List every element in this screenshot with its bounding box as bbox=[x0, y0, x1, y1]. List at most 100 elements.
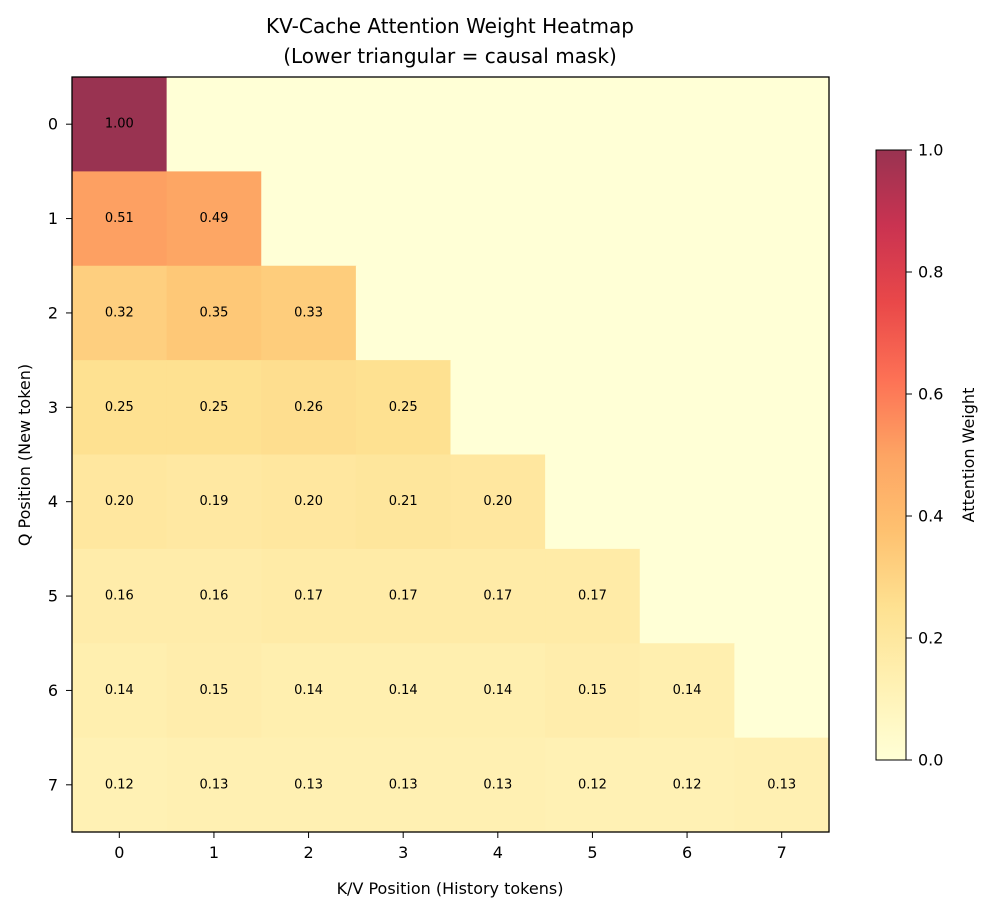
cell-value-label: 0.26 bbox=[294, 400, 323, 415]
heatmap-cell-r6-c2 bbox=[261, 643, 357, 739]
heatmap-cell-r0-c6 bbox=[639, 77, 735, 172]
y-tick-label: 0 bbox=[48, 115, 58, 134]
heatmap-cell-r3-c2 bbox=[261, 360, 357, 456]
heatmap-cell-r3-c7 bbox=[734, 360, 830, 456]
y-tick-label: 6 bbox=[48, 681, 58, 700]
x-tick-label: 7 bbox=[777, 843, 787, 862]
heatmap-cell-r5-c3 bbox=[355, 548, 452, 644]
cell-value-label: 0.15 bbox=[578, 683, 607, 698]
heatmap-cell-r2-c6 bbox=[639, 265, 735, 361]
cell-value-label: 0.12 bbox=[578, 777, 607, 792]
cell-value-label: 0.20 bbox=[294, 494, 323, 509]
chart-title: KV-Cache Attention Weight Heatmap bbox=[266, 14, 634, 38]
heatmap-cell-r5-c2 bbox=[261, 548, 357, 644]
heatmap-cell-r3-c4 bbox=[450, 360, 546, 456]
plot-frame bbox=[71, 76, 830, 833]
cell-value-label: 0.33 bbox=[294, 305, 323, 320]
cell-value-label: 0.13 bbox=[767, 777, 796, 792]
colorbar-tick-label: 0.6 bbox=[918, 385, 943, 404]
heatmap-cell-r7-c7 bbox=[734, 737, 830, 833]
cell-value-label: 0.16 bbox=[199, 589, 228, 604]
x-axis-label: K/V Position (History tokens) bbox=[337, 879, 564, 898]
heatmap-cell-r2-c4 bbox=[450, 265, 546, 361]
heatmap-cell-r4-c3 bbox=[355, 454, 452, 550]
heatmap-cell-r6-c3 bbox=[355, 643, 452, 739]
heatmap-cell-r1-c7 bbox=[734, 171, 830, 267]
heatmap-cell-r0-c3 bbox=[355, 77, 452, 172]
cell-value-label: 0.20 bbox=[105, 494, 134, 509]
cell-value-label: 0.13 bbox=[483, 777, 512, 792]
heatmap-cell-r2-c7 bbox=[734, 265, 830, 361]
cell-value-label: 0.25 bbox=[389, 400, 418, 415]
x-tick-label: 2 bbox=[303, 843, 313, 862]
y-tick-label: 4 bbox=[48, 492, 58, 511]
cell-value-label: 0.12 bbox=[105, 777, 134, 792]
heatmap-cell-r6-c7 bbox=[734, 643, 830, 739]
x-tick-label: 1 bbox=[209, 843, 219, 862]
cell-value-label: 0.20 bbox=[483, 494, 512, 509]
heatmap-cell-r1-c4 bbox=[450, 171, 546, 267]
heatmap-cell-r0-c5 bbox=[545, 77, 641, 172]
heatmap-cell-r0-c1 bbox=[166, 77, 262, 172]
heatmap-cell-r5-c7 bbox=[734, 548, 830, 644]
x-tick-label: 3 bbox=[398, 843, 408, 862]
chart-subtitle: (Lower triangular = causal mask) bbox=[283, 44, 617, 68]
heatmap-cell-r7-c0 bbox=[72, 737, 168, 833]
heatmap-cell-r3-c5 bbox=[545, 360, 641, 456]
heatmap-cell-r1-c2 bbox=[261, 171, 357, 267]
colorbar-tick-label: 0.0 bbox=[918, 751, 943, 770]
colorbar-label: Attention Weight bbox=[959, 388, 978, 523]
cell-value-label: 0.19 bbox=[199, 494, 228, 509]
heatmap-cell-r6-c6 bbox=[639, 643, 735, 739]
cell-value-label: 0.14 bbox=[483, 683, 512, 698]
cell-value-label: 0.25 bbox=[105, 400, 134, 415]
heatmap-cell-r4-c5 bbox=[545, 454, 641, 550]
cell-value-label: 0.17 bbox=[294, 589, 323, 604]
heatmap-cell-r1-c6 bbox=[639, 171, 735, 267]
cell-value-label: 1.00 bbox=[105, 117, 134, 132]
heatmap-cell-r5-c1 bbox=[166, 548, 262, 644]
cell-value-label: 0.17 bbox=[483, 589, 512, 604]
heatmap-cell-r2-c1 bbox=[166, 265, 262, 361]
heatmap-cell-r6-c1 bbox=[166, 643, 262, 739]
colorbar-tick-label: 0.4 bbox=[918, 507, 943, 526]
y-tick-label: 1 bbox=[48, 209, 58, 228]
cell-value-label: 0.51 bbox=[105, 211, 134, 226]
heatmap-cell-r1-c0 bbox=[72, 171, 168, 267]
cell-value-label: 0.12 bbox=[673, 777, 702, 792]
colorbar bbox=[875, 149, 907, 761]
x-tick-label: 5 bbox=[587, 843, 597, 862]
colorbar-ticks: 0.0 0.2 0.4 0.6 0.8 1.0 bbox=[906, 141, 943, 770]
heatmap-cell-r7-c4 bbox=[450, 737, 546, 833]
y-axis-ticks: 0 1 2 3 4 5 6 7 bbox=[48, 115, 72, 794]
heatmap-cell-r3-c0 bbox=[72, 360, 168, 456]
heatmap-cell-r5-c5 bbox=[545, 548, 641, 644]
heatmap-cell-r7-c2 bbox=[261, 737, 357, 833]
cell-value-label: 0.14 bbox=[105, 683, 134, 698]
heatmap-cell-r6-c5 bbox=[545, 643, 641, 739]
heatmap-cell-r1-c1 bbox=[166, 171, 262, 267]
heatmap-cell-r5-c4 bbox=[450, 548, 546, 644]
heatmap-cell-r3-c1 bbox=[166, 360, 262, 456]
cell-value-label: 0.17 bbox=[578, 589, 607, 604]
x-tick-label: 0 bbox=[114, 843, 124, 862]
colorbar-tick-label: 0.8 bbox=[918, 263, 943, 282]
heatmap-cell-labels: 1.00 0.51 0.49 0.32 0.35 0.33 0.25 0.25 0.26 0.25… bbox=[105, 117, 796, 793]
heatmap-cell-r4-c6 bbox=[639, 454, 735, 550]
heatmap-cell-r7-c6 bbox=[639, 737, 735, 833]
heatmap-cell-r0-c0 bbox=[72, 77, 168, 172]
cell-value-label: 0.13 bbox=[294, 777, 323, 792]
colorbar-tick-label: 0.2 bbox=[918, 629, 943, 648]
cell-value-label: 0.14 bbox=[673, 683, 702, 698]
cell-value-label: 0.14 bbox=[294, 683, 323, 698]
y-tick-label: 2 bbox=[48, 303, 58, 322]
cell-value-label: 0.13 bbox=[199, 777, 228, 792]
heatmap-cell-r0-c7 bbox=[734, 77, 830, 172]
y-axis-label: Q Position (New token) bbox=[15, 364, 34, 546]
heatmap-cell-r0-c2 bbox=[261, 77, 357, 172]
cell-value-label: 0.16 bbox=[105, 589, 134, 604]
cell-value-label: 0.32 bbox=[105, 305, 134, 320]
heatmap-cell-r1-c3 bbox=[355, 171, 452, 267]
heatmap-cell-r2-c5 bbox=[545, 265, 641, 361]
heatmap-cell-r1-c5 bbox=[545, 171, 641, 267]
